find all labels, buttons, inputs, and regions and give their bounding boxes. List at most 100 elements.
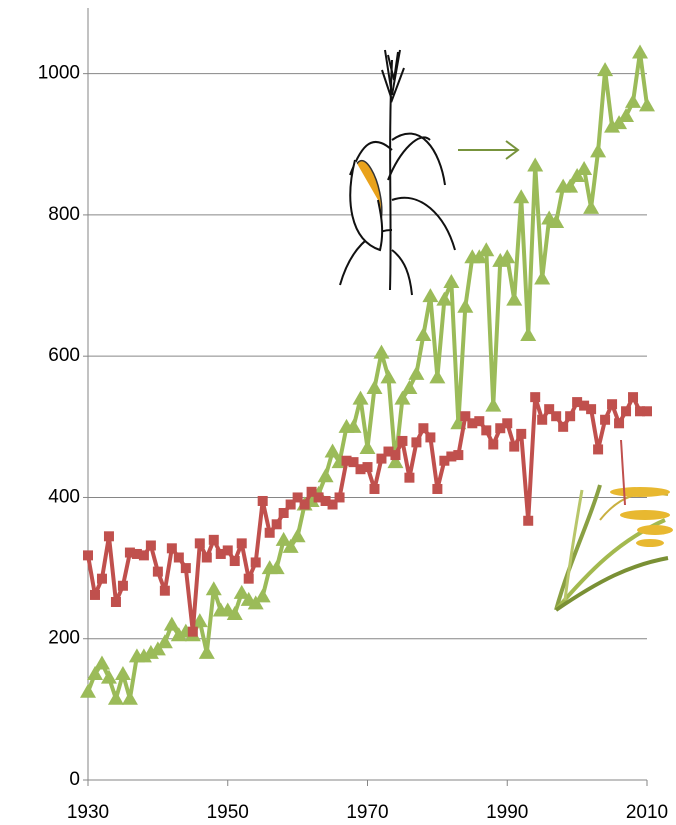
corn-illustration	[339, 49, 456, 296]
marker	[96, 573, 107, 584]
y-tick-label: 400	[48, 486, 80, 507]
marker	[275, 531, 292, 546]
marker	[572, 397, 583, 408]
marker	[264, 527, 275, 538]
marker	[565, 411, 576, 422]
marker	[597, 62, 614, 77]
marker	[632, 44, 649, 59]
marker	[513, 189, 530, 204]
marker	[93, 655, 110, 670]
marker	[292, 492, 303, 503]
marker	[429, 369, 446, 384]
marker	[516, 428, 527, 439]
marker	[170, 627, 187, 642]
marker	[149, 641, 166, 656]
marker	[380, 369, 397, 384]
marker	[257, 495, 268, 506]
marker	[80, 683, 96, 698]
marker	[583, 199, 600, 214]
x-tick-label: 1930	[67, 802, 109, 823]
marker	[352, 390, 369, 405]
marker	[499, 249, 516, 264]
x-tick-label: 2010	[626, 802, 668, 823]
marker	[618, 108, 635, 123]
marker	[114, 666, 131, 681]
marker	[422, 288, 439, 303]
marker	[187, 626, 198, 637]
marker	[520, 326, 537, 341]
marker	[222, 545, 233, 556]
marker	[376, 453, 387, 464]
marker	[635, 406, 646, 417]
marker	[250, 557, 261, 568]
marker	[411, 437, 422, 448]
marker	[215, 548, 226, 559]
marker	[593, 444, 604, 455]
marker	[506, 291, 523, 306]
marker	[436, 291, 453, 306]
marker	[471, 249, 488, 264]
marker	[268, 560, 285, 575]
marker	[324, 443, 341, 458]
marker	[576, 160, 593, 175]
marker	[166, 543, 177, 554]
marker	[320, 495, 331, 506]
marker	[110, 596, 121, 607]
marker	[191, 613, 208, 628]
marker	[502, 418, 513, 429]
marker	[611, 115, 628, 130]
marker	[103, 531, 114, 542]
marker	[562, 178, 579, 193]
marker	[348, 457, 359, 468]
marker	[530, 392, 541, 403]
marker	[243, 573, 254, 584]
marker	[362, 462, 373, 473]
marker	[135, 648, 152, 663]
marker	[383, 446, 394, 457]
marker	[313, 492, 324, 503]
marker	[163, 616, 180, 631]
marker	[159, 585, 170, 596]
marker	[306, 486, 317, 497]
marker	[86, 666, 103, 681]
marker	[432, 483, 443, 494]
marker	[527, 157, 544, 172]
marker	[369, 483, 380, 494]
marker	[229, 556, 240, 567]
marker	[614, 418, 625, 429]
y-tick-label: 200	[48, 628, 80, 649]
arrow	[458, 140, 520, 160]
marker	[289, 528, 306, 543]
x-tick-label: 1990	[486, 802, 528, 823]
marker	[124, 547, 135, 558]
marker	[457, 298, 474, 313]
y-tick-label: 0	[69, 769, 80, 790]
marker	[390, 450, 401, 461]
marker	[579, 400, 590, 411]
marker	[485, 397, 502, 412]
y-tick-label: 1000	[38, 63, 80, 84]
marker	[488, 439, 499, 450]
marker	[107, 690, 124, 705]
marker	[226, 606, 243, 621]
x-tick-label: 1970	[346, 802, 388, 823]
y-tick-label: 600	[48, 345, 80, 366]
marker	[467, 418, 478, 429]
marker	[198, 644, 215, 659]
marker	[156, 634, 173, 649]
marker	[607, 399, 618, 410]
marker	[495, 423, 506, 434]
marker	[586, 404, 597, 415]
marker	[625, 93, 642, 108]
marker	[173, 552, 184, 563]
marker	[551, 411, 562, 422]
marker	[394, 390, 411, 405]
marker	[278, 507, 289, 518]
marker	[478, 242, 495, 257]
marker	[642, 406, 652, 417]
marker	[271, 519, 282, 530]
marker	[548, 213, 565, 228]
marker	[569, 168, 586, 183]
marker	[439, 455, 450, 466]
